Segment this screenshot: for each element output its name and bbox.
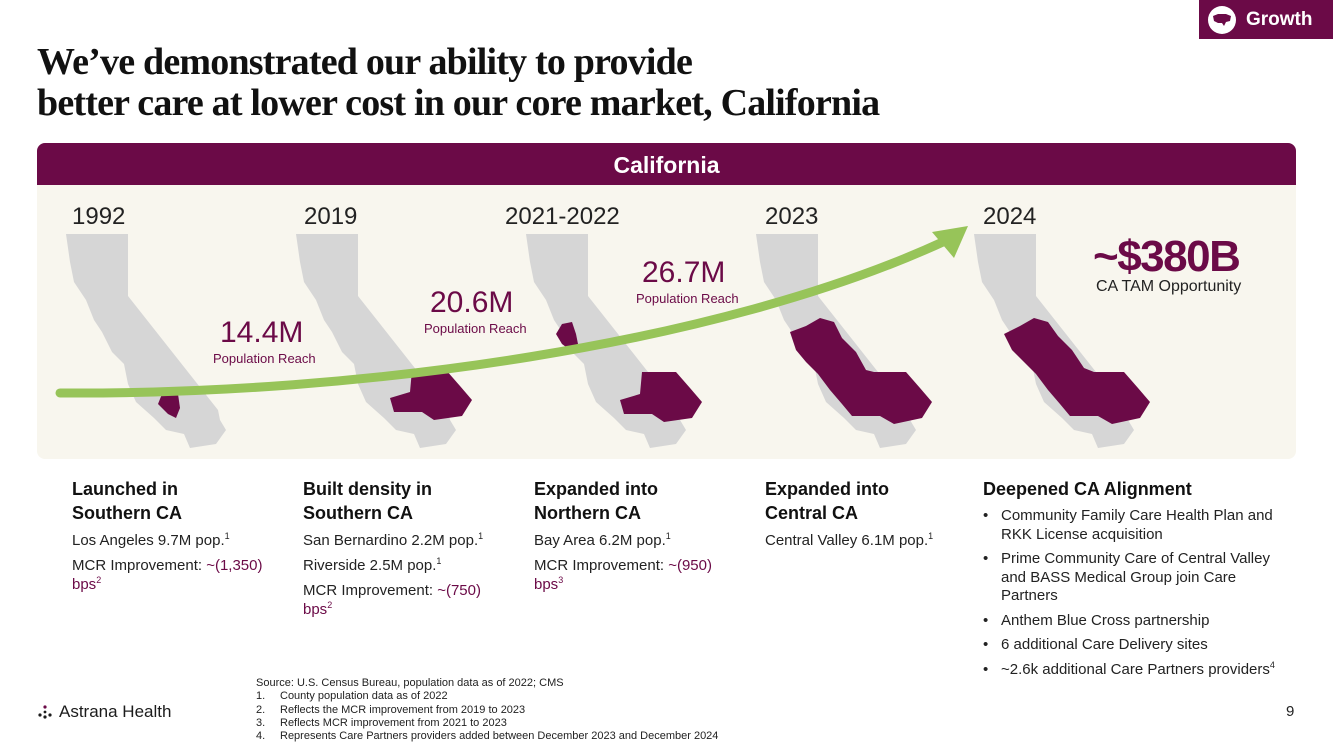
milestone-heading: Expanded into Central CA (765, 479, 890, 523)
footnote: 1. County population data as of 2022 (256, 690, 448, 703)
population-note: Bay Area 6.2M pop.1 (534, 531, 671, 550)
population-note: Central Valley 6.1M pop.1 (765, 531, 934, 550)
milestone-1992: Launched in Southern CA Los Angeles 9.7M … (72, 477, 287, 600)
growth-badge: Growth (1199, 0, 1333, 39)
bay-area-highlight (556, 322, 578, 350)
year-2021-2022: 2021-2022 (505, 203, 620, 230)
population-reach-2019-caption: Population Reach (424, 321, 527, 336)
year-2024: 2024 (983, 203, 1037, 230)
southern-ca-highlight-2019 (390, 370, 472, 420)
list-item: 6 additional Care Delivery sites (983, 636, 1293, 655)
year-1992: 1992 (72, 203, 126, 230)
footnote: 3. Reflects MCR improvement from 2021 to … (256, 716, 507, 729)
california-map-1992 (66, 234, 226, 448)
footnote: 4. Represents Care Partners providers add… (256, 730, 719, 743)
title-line-1: We’ve demonstrated our ability to provid… (37, 41, 693, 83)
list-item: Prime Community Care of Central Valley a… (983, 550, 1293, 606)
logo-text: Astrana Health (59, 702, 172, 721)
central-ca-highlight (790, 318, 932, 424)
year-2019: 2019 (304, 203, 358, 230)
milestone-2024: Deepened CA Alignment Community Family C… (983, 477, 1293, 685)
mcr-note: MCR Improvement: ~(750) bps2 (303, 582, 481, 618)
company-logo: Astrana Health (37, 702, 171, 722)
milestone-heading: Expanded into Northern CA (534, 479, 659, 523)
mcr-note: MCR Improvement: ~(950) bps3 (534, 557, 712, 593)
year-2023: 2023 (765, 203, 819, 230)
population-reach-1992-caption: Population Reach (213, 351, 316, 366)
footnote: 2. Reflects the MCR improvement from 2019… (256, 703, 526, 716)
growth-arrow-line (55, 236, 950, 398)
logo-mark-icon (38, 705, 52, 719)
population-note: San Bernardino 2.2M pop.1 (303, 531, 484, 550)
expanded-ca-highlight (1004, 318, 1150, 424)
milestone-2019: Built density in Southern CA San Bernardi… (303, 477, 518, 625)
population-note: Riverside 2.5M pop.1 (303, 556, 442, 575)
population-reach-2021-value: 26.7M (642, 256, 726, 289)
source-line: Source: U.S. Census Bureau, population d… (256, 677, 564, 689)
us-map-icon (1208, 5, 1236, 34)
mcr-note: MCR Improvement: ~(1,350) bps2 (72, 557, 263, 593)
population-reach-2021-caption: Population Reach (636, 291, 739, 306)
list-item: Community Family Care Health Plan and RK… (983, 507, 1293, 544)
los-angeles-highlight (158, 394, 180, 418)
source-notes: Source: U.S. Census Bureau, population d… (256, 677, 718, 743)
page-title: We’ve demonstrated our ability to provid… (37, 42, 1037, 124)
panel-header: California (37, 143, 1296, 185)
tam-caption: CA TAM Opportunity (1096, 278, 1242, 295)
alignment-bullets: Community Family Care Health Plan and RK… (983, 507, 1293, 679)
milestone-heading: Deepened CA Alignment (983, 479, 1192, 499)
list-item: Anthem Blue Cross partnership (983, 612, 1293, 631)
southern-ca-highlight-2021 (620, 372, 702, 422)
milestone-2023: Expanded into Central CA Central Valley 6… (765, 477, 975, 556)
milestone-2021: Expanded into Northern CA Bay Area 6.2M p… (534, 477, 749, 600)
population-reach-1992-value: 14.4M (220, 316, 304, 349)
title-line-2: better care at lower cost in our core ma… (37, 82, 880, 124)
milestone-heading: Launched in Southern CA (72, 479, 182, 523)
growth-label: Growth (1246, 8, 1313, 30)
population-reach-2019-value: 20.6M (430, 286, 514, 319)
page-number: 9 (1286, 703, 1295, 720)
list-item: ~2.6k additional Care Partners providers… (983, 660, 1293, 680)
milestone-heading: Built density in Southern CA (303, 479, 433, 523)
population-note: Los Angeles 9.7M pop.1 (72, 531, 230, 550)
growth-arrow-head (932, 226, 968, 258)
tam-value: ~$380B (1093, 232, 1241, 281)
